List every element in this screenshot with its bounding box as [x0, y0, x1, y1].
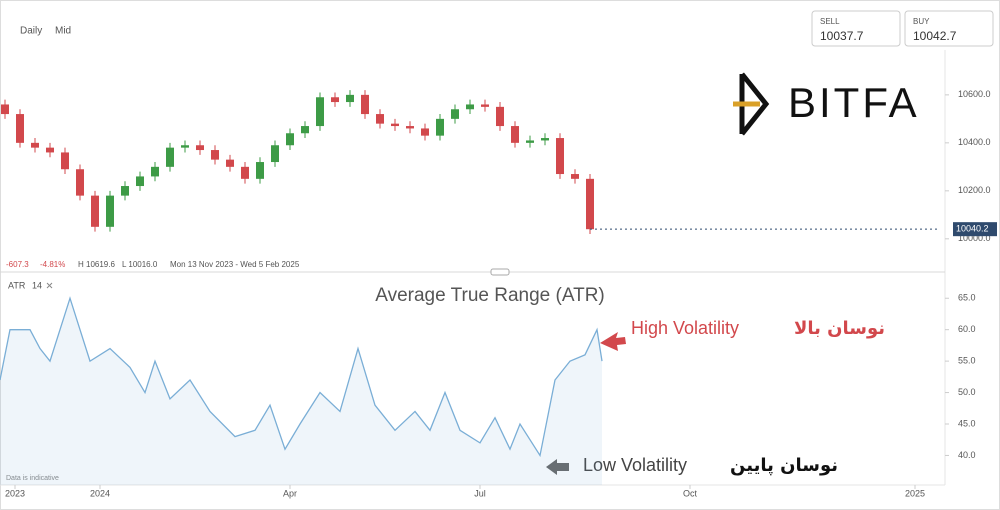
candle-body — [271, 145, 279, 163]
candle-body — [31, 142, 39, 148]
candle-body — [436, 118, 444, 136]
candle-body — [331, 97, 339, 103]
candle-body — [481, 104, 489, 107]
candle-body — [1, 104, 9, 115]
change-pct: -4.81% — [40, 260, 65, 269]
y-tick-label: 45.0 — [958, 418, 976, 428]
indicator-period[interactable]: 14 — [32, 280, 42, 290]
chart-title: Average True Range (ATR) — [375, 285, 605, 306]
candle-body — [151, 166, 159, 177]
last-price-label: 10040.2 — [956, 224, 989, 234]
low-arrow — [546, 459, 569, 475]
x-tick-label: 2023 — [5, 488, 25, 498]
candle-body — [301, 126, 309, 134]
candle-body — [571, 174, 579, 179]
candle-body — [226, 159, 234, 167]
candle-body — [391, 123, 399, 127]
candle-body — [316, 97, 324, 127]
candle-body — [136, 176, 144, 187]
sell-price: 10037.7 — [820, 29, 864, 43]
x-tick-label: Jul — [474, 488, 486, 498]
candle-body — [241, 166, 249, 179]
candle-body — [76, 169, 84, 196]
sell-button[interactable] — [811, 10, 901, 47]
x-tick-label: 2025 — [905, 488, 925, 498]
y-tick-label: 40.0 — [958, 450, 976, 460]
brand: BITFA — [788, 79, 920, 126]
y-tick-label: 10200.0 — [958, 185, 991, 195]
low-note: Low Volatility — [583, 455, 687, 475]
low-note-fa: نوسان پایین — [730, 455, 838, 476]
y-tick-label: 65.0 — [958, 293, 976, 303]
candle-body — [586, 178, 594, 230]
high-note: High Volatility — [631, 318, 739, 338]
interval[interactable]: Daily — [20, 26, 42, 37]
candle-body — [166, 147, 174, 167]
low: L 10016.0 — [122, 260, 158, 269]
logo-mark — [740, 72, 770, 136]
high: H 10619.6 — [78, 260, 115, 269]
range: Mon 13 Nov 2023 - Wed 5 Feb 2025 — [170, 260, 300, 269]
high-arrow — [600, 332, 626, 351]
candle-body — [91, 195, 99, 227]
price-mode[interactable]: Mid — [55, 26, 71, 37]
candle-body — [46, 147, 54, 153]
candle-body — [361, 94, 369, 115]
buy-price: 10042.7 — [913, 29, 957, 43]
x-tick-label: Oct — [683, 488, 698, 498]
candle-body — [511, 126, 519, 143]
candle-body — [526, 140, 534, 143]
high-note-fa: نوسان بالا — [794, 318, 885, 339]
candle-body — [211, 150, 219, 160]
change: -607.3 — [6, 260, 29, 269]
buy-label: BUY — [913, 17, 930, 26]
candle-body — [406, 126, 414, 129]
candle-body — [106, 195, 114, 227]
candle-body — [556, 138, 564, 175]
pane-handle[interactable] — [490, 268, 510, 276]
disclaimer: Data is indicative — [6, 475, 59, 482]
atr-line — [0, 296, 603, 458]
last-price-tag — [953, 222, 997, 237]
atr-area — [0, 298, 602, 485]
candle-body — [121, 186, 129, 196]
candle-body — [466, 104, 474, 110]
candle-body — [256, 162, 264, 179]
y-tick-label: 50.0 — [958, 387, 976, 397]
candle-body — [61, 152, 69, 170]
candle-body — [181, 145, 189, 148]
candle-body — [496, 106, 504, 127]
candle-body — [16, 114, 24, 143]
candle-body — [346, 94, 354, 103]
indicator[interactable]: ATR — [8, 280, 26, 290]
y-tick-label: 60.0 — [958, 324, 976, 334]
x-tick-label: 2024 — [90, 488, 110, 498]
candle-body — [541, 138, 549, 141]
y-tick-label: 10000.0 — [958, 233, 991, 243]
candle-body — [196, 145, 204, 151]
y-tick-label: 55.0 — [958, 355, 976, 365]
sell-label: SELL — [820, 17, 840, 26]
candle-body — [376, 114, 384, 124]
candle-body — [286, 133, 294, 146]
logo: BITFA — [733, 72, 920, 136]
candle-body — [421, 128, 429, 136]
y-tick-label: 10600.0 — [958, 89, 991, 99]
candle-body — [451, 109, 459, 119]
y-tick-label: 10400.0 — [958, 137, 991, 147]
buy-button[interactable] — [904, 10, 994, 47]
x-tick-label: Apr — [283, 488, 297, 498]
close-icon[interactable] — [46, 282, 53, 289]
